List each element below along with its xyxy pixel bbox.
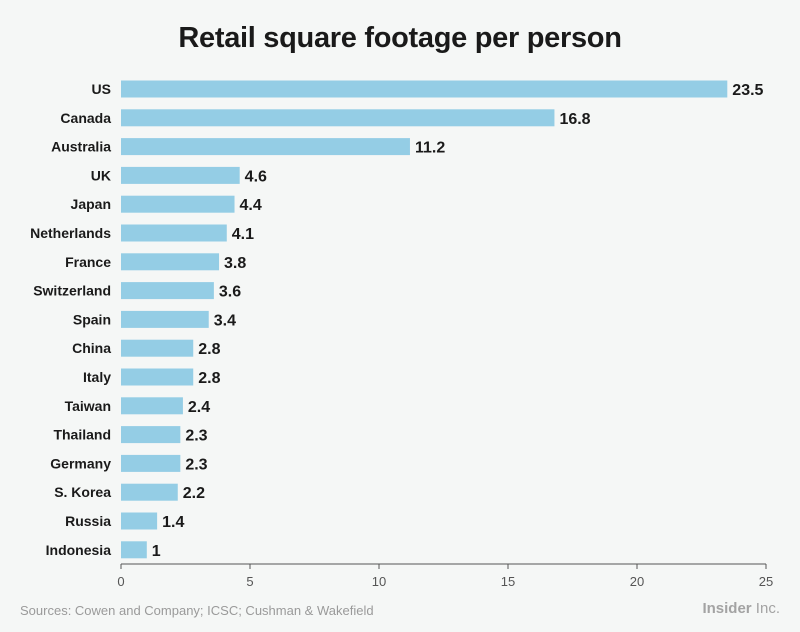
x-tick-label: 15: [501, 574, 515, 589]
bar: [121, 195, 235, 213]
value-label: 4.6: [245, 168, 267, 185]
category-label: Germany: [50, 455, 111, 471]
value-label: 2.8: [198, 370, 220, 387]
brand-logo: Insider Inc.: [702, 600, 780, 617]
x-tick-label: 5: [246, 574, 253, 589]
chart-title: Retail square footage per person: [178, 22, 622, 54]
x-tick-label: 10: [372, 574, 386, 589]
category-label: Australia: [51, 139, 111, 155]
category-label: S. Korea: [54, 484, 111, 500]
value-label: 3.6: [219, 284, 241, 301]
value-label: 16.8: [559, 111, 590, 128]
bar: [121, 454, 181, 472]
x-tick-label: 25: [759, 574, 773, 589]
bar: [121, 426, 181, 444]
category-label: Taiwan: [65, 398, 111, 414]
value-label: 23.5: [732, 82, 763, 99]
x-tick-label: 20: [630, 574, 644, 589]
category-label: China: [72, 340, 111, 356]
bar: [121, 224, 227, 242]
bar: [121, 339, 194, 357]
brand-name: Insider: [702, 600, 752, 617]
bar: [121, 138, 410, 156]
value-label: 2.8: [198, 341, 220, 358]
category-label: Indonesia: [46, 542, 112, 558]
category-label: Thailand: [53, 427, 111, 443]
value-label: 3.4: [214, 312, 236, 329]
value-label: 4.4: [240, 197, 262, 214]
value-label: 4.1: [232, 226, 254, 243]
category-label: Russia: [65, 513, 111, 529]
bar: [121, 166, 240, 184]
bar: [121, 253, 220, 271]
category-label: Switzerland: [33, 283, 111, 299]
category-label: Japan: [71, 196, 111, 212]
category-label: Italy: [83, 369, 111, 385]
bar: [121, 512, 158, 530]
category-label: Canada: [60, 110, 111, 126]
x-tick-label: 0: [117, 574, 124, 589]
value-label: 1: [152, 543, 161, 560]
source-note: Sources: Cowen and Company; ICSC; Cushma…: [20, 603, 374, 618]
category-label: Spain: [73, 311, 111, 327]
value-label: 2.2: [183, 485, 205, 502]
bar: [121, 109, 555, 127]
bar: [121, 368, 194, 386]
value-label: 1.4: [162, 514, 184, 531]
bar: [121, 483, 178, 501]
value-label: 2.4: [188, 399, 210, 416]
bar: [121, 310, 209, 328]
bar: [121, 397, 183, 415]
category-label: France: [65, 254, 111, 270]
brand-suffix: Inc.: [751, 600, 780, 617]
bar: [121, 541, 147, 559]
category-label: Netherlands: [30, 225, 111, 241]
bar: [121, 80, 728, 98]
category-label: US: [92, 81, 111, 97]
category-label: UK: [91, 167, 111, 183]
bar: [121, 282, 214, 300]
value-label: 2.3: [185, 456, 207, 473]
value-label: 3.8: [224, 255, 246, 272]
value-label: 2.3: [185, 428, 207, 445]
value-label: 11.2: [415, 140, 445, 157]
